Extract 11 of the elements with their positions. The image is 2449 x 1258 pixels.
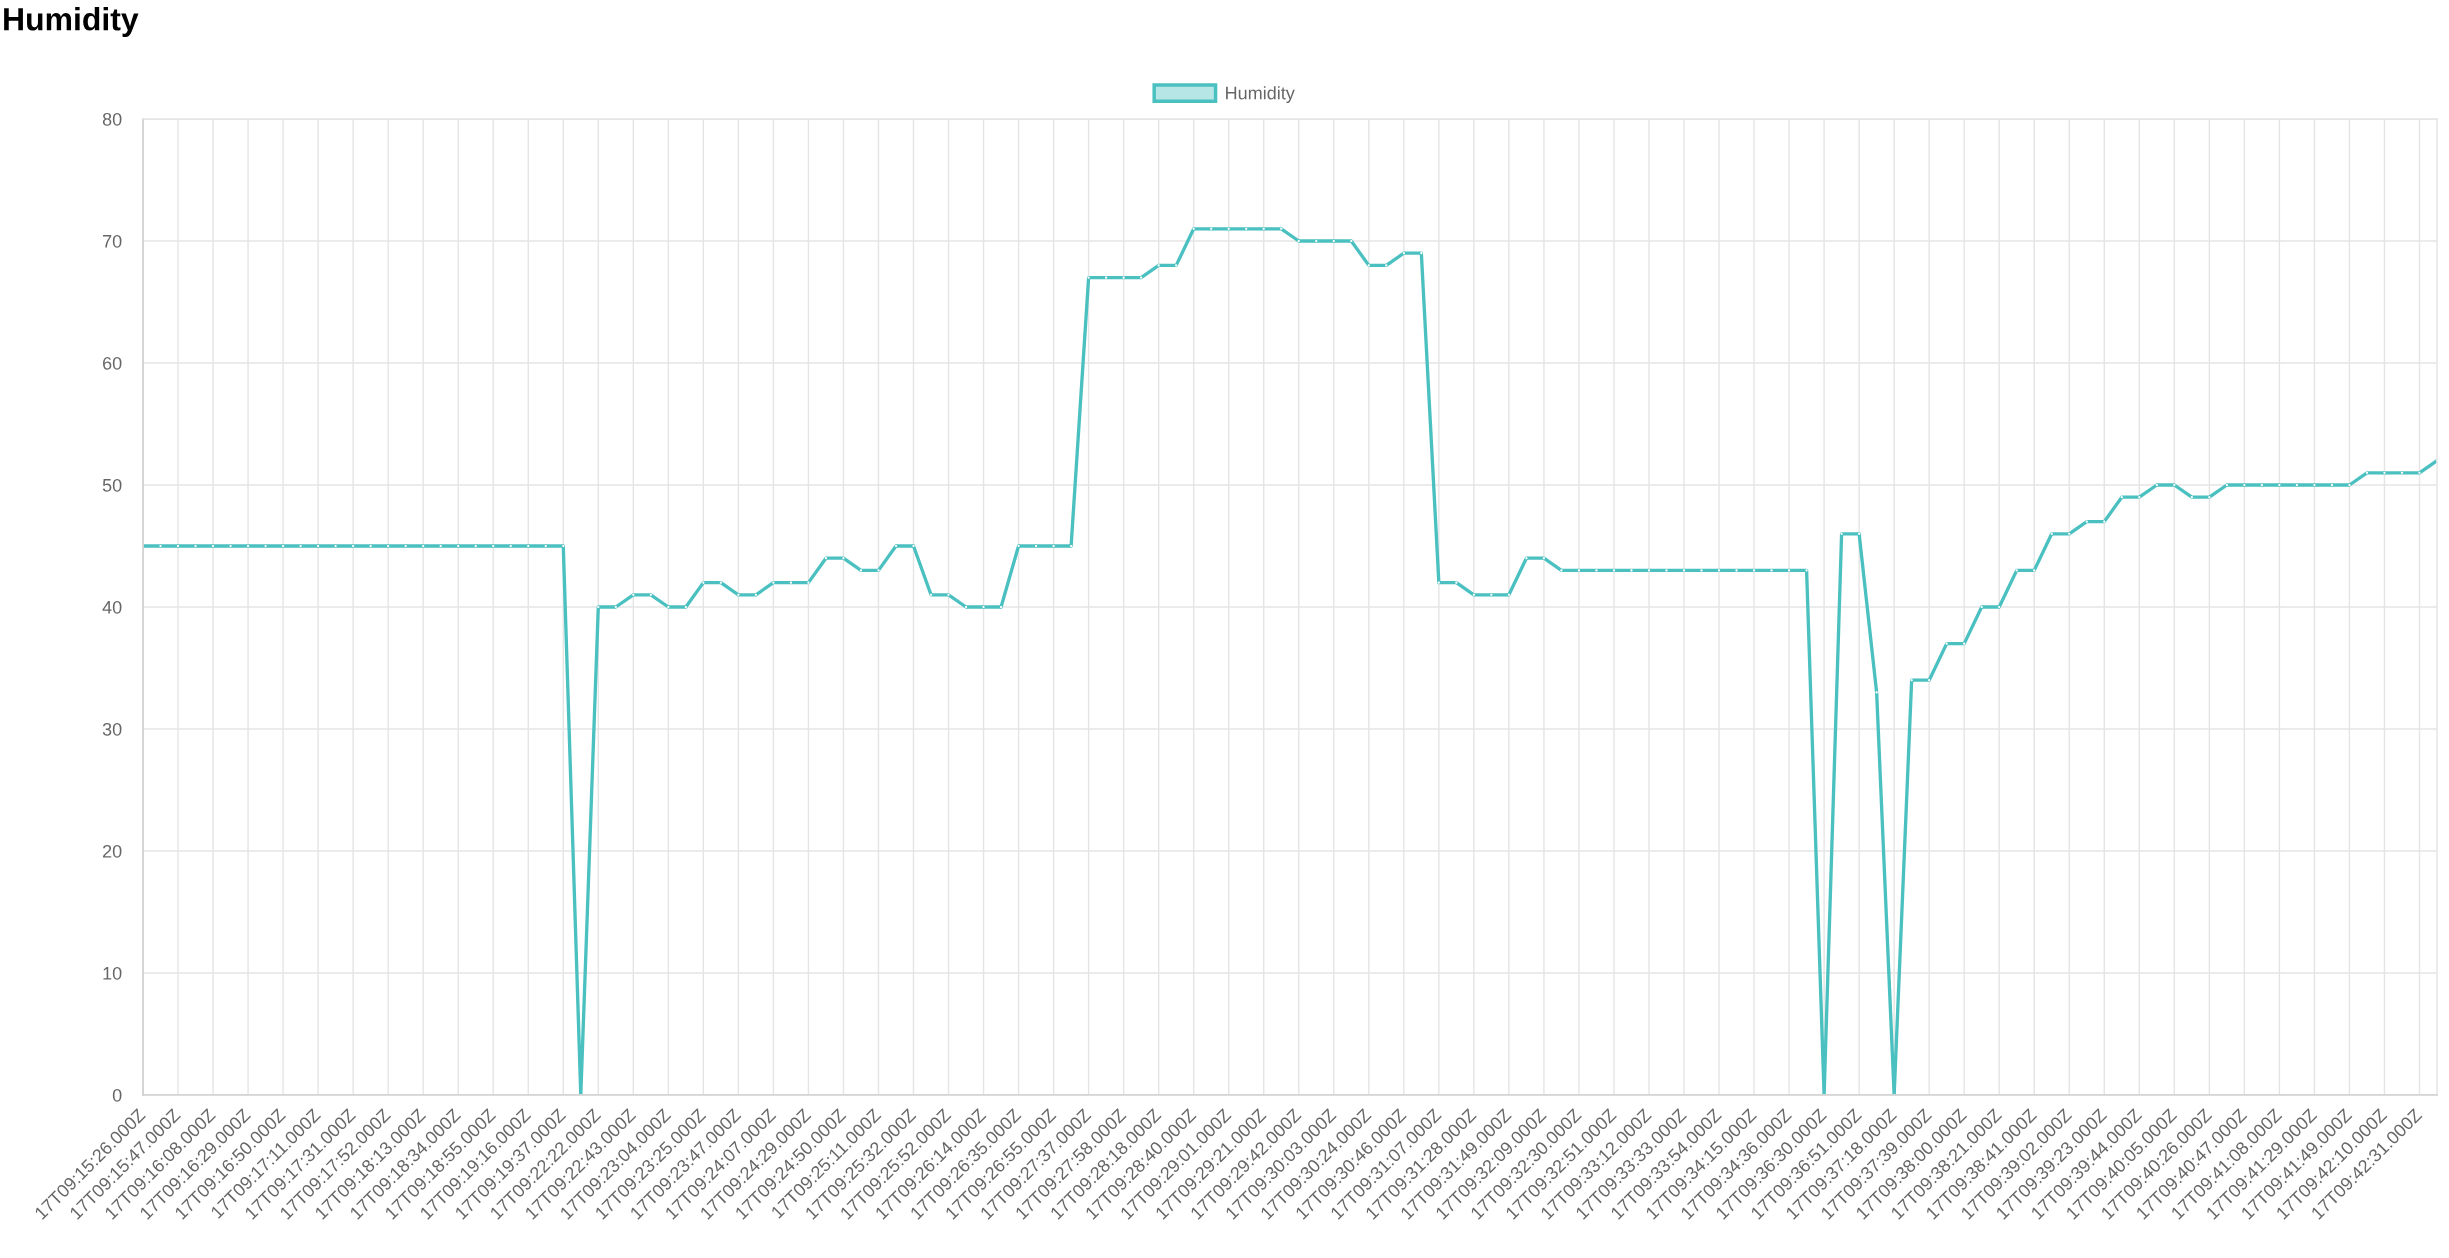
y-tick-label: 10 [103, 966, 122, 980]
y-tick-label: 50 [102, 478, 122, 492]
chart-title: Humidity [4, 7, 139, 37]
legend-label: Humidity [1226, 86, 1295, 104]
y-tick-label: 30 [102, 722, 122, 736]
y-tick-label: 70 [103, 234, 122, 248]
y-tick-label: 20 [102, 844, 122, 858]
y-tick-label: 0 [112, 1088, 122, 1102]
y-tick-label: 60 [103, 356, 122, 370]
y-tick-label: 80 [102, 112, 122, 126]
y-tick-label: 40 [102, 600, 122, 614]
